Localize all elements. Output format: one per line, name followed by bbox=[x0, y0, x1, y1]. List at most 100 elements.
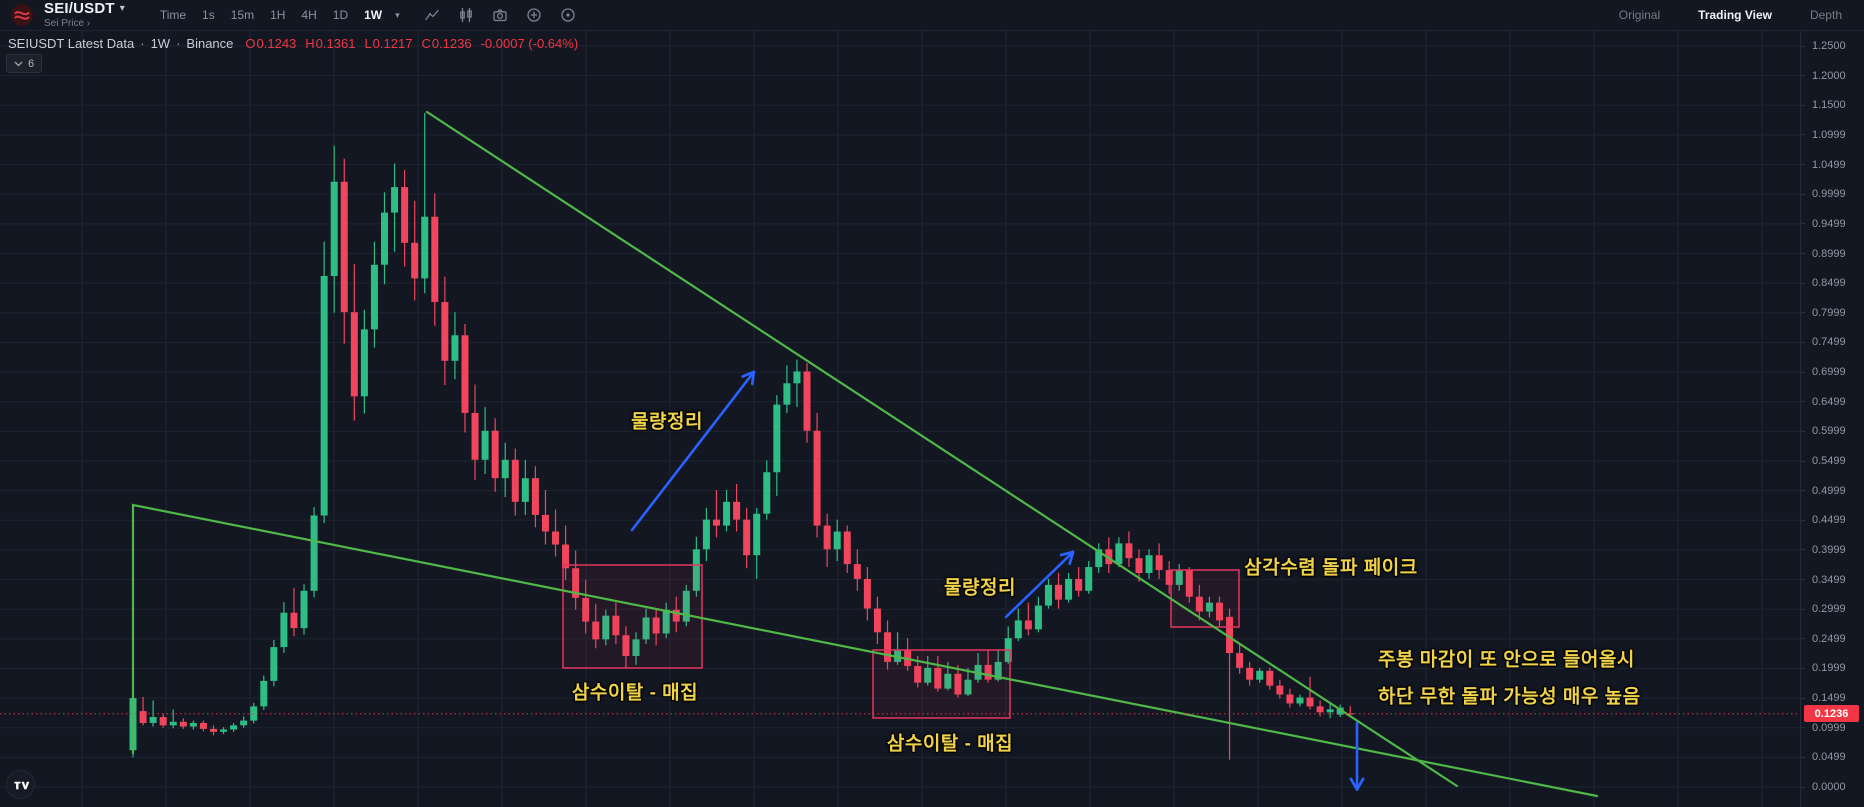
axis-tick bbox=[1801, 608, 1805, 610]
price-tick-label: 0.0000 bbox=[1812, 781, 1846, 793]
chart-text-annotation[interactable]: 물량정리 bbox=[944, 577, 1016, 599]
price-tick-label: 0.3499 bbox=[1812, 573, 1846, 586]
symbol-selector[interactable]: SEI/USDT ▾ bbox=[44, 1, 125, 16]
upper-trendline[interactable] bbox=[425, 110, 1459, 788]
top-toolbar: SEI/USDT ▾ Sei Price › Time 1s 15m 1H 4H 1D 1W… bbox=[0, 0, 1864, 31]
axis-tick bbox=[1801, 401, 1805, 403]
chart-text-annotation[interactable]: 삼수이탈 - 매집 bbox=[886, 733, 1014, 755]
axis-tick bbox=[1801, 282, 1805, 284]
chart-text-annotation[interactable]: 물량정리 bbox=[631, 411, 703, 433]
timeframe-group: Time 1s 15m 1H 4H 1D 1W bbox=[153, 5, 389, 25]
price-tick-label: 0.1499 bbox=[1812, 692, 1846, 705]
camera-icon[interactable] bbox=[488, 4, 512, 26]
lower-trendline[interactable] bbox=[131, 503, 1599, 798]
add-circle-icon[interactable] bbox=[522, 4, 546, 26]
legend-title: SEIUSDT Latest Data bbox=[8, 36, 135, 51]
price-tick-label: 0.2999 bbox=[1812, 603, 1846, 616]
price-tick-label: 0.6999 bbox=[1812, 366, 1846, 379]
axis-tick bbox=[1801, 697, 1805, 699]
price-axis[interactable]: 1.2500 1.2000 1.1500 1.0999 1.0499 0.9999 0.94… bbox=[1800, 0, 1864, 807]
axis-tick bbox=[1801, 579, 1805, 581]
axis-tick bbox=[1801, 786, 1805, 788]
price-tick-label: 0.7499 bbox=[1812, 336, 1846, 349]
low-value: 0.1217 bbox=[372, 36, 413, 51]
axis-tick bbox=[1801, 75, 1805, 77]
view-tab-trading-view[interactable]: Trading View bbox=[1692, 7, 1778, 23]
accumulation-box-1[interactable] bbox=[562, 564, 703, 669]
grid bbox=[0, 30, 1800, 807]
axis-tick bbox=[1801, 430, 1805, 432]
axis-tick bbox=[1801, 519, 1805, 521]
tf-button-15m[interactable]: 15m bbox=[224, 5, 261, 25]
axis-tick bbox=[1801, 549, 1805, 551]
tf-button-1W[interactable]: 1W bbox=[357, 5, 389, 25]
axis-tick bbox=[1801, 45, 1805, 47]
last-price-badge: 0.1236 bbox=[1804, 705, 1859, 723]
price-tick-label: 0.3999 bbox=[1812, 543, 1846, 556]
price-tick-label: 1.0499 bbox=[1812, 158, 1846, 171]
tf-button-1H[interactable]: 1H bbox=[263, 5, 292, 25]
view-tab-original[interactable]: Original bbox=[1613, 7, 1666, 23]
change-value: -0.0007 (-0.64%) bbox=[480, 36, 579, 51]
axis-tick bbox=[1801, 223, 1805, 225]
sei-logo-icon bbox=[11, 4, 33, 26]
axis-tick bbox=[1801, 638, 1805, 640]
objects-tree-button[interactable]: 6 bbox=[6, 54, 43, 73]
close-value: 0.1236 bbox=[431, 36, 472, 51]
symbol-subtitle-link[interactable]: Sei Price › bbox=[44, 18, 91, 29]
view-tab-depth[interactable]: Depth bbox=[1804, 7, 1848, 23]
candles-compare-icon[interactable] bbox=[454, 4, 478, 26]
chevron-down-icon: ▾ bbox=[119, 2, 125, 14]
axis-tick bbox=[1801, 312, 1805, 314]
price-tick-label: 0.9999 bbox=[1812, 188, 1846, 201]
price-tick-label: 1.0999 bbox=[1812, 128, 1846, 141]
chart-text-annotation[interactable]: 하단 무한 돌파 가능성 매우 높음 bbox=[1378, 686, 1641, 708]
fakeout-box[interactable] bbox=[1170, 569, 1240, 628]
price-tick-label: 1.2000 bbox=[1812, 69, 1846, 82]
price-tick-label: 1.1500 bbox=[1812, 99, 1846, 112]
tf-button-1D[interactable]: 1D bbox=[326, 5, 355, 25]
chart-tools-group bbox=[420, 4, 580, 26]
open-value: 0.1243 bbox=[256, 36, 297, 51]
axis-tick bbox=[1801, 756, 1805, 758]
price-tick-label: 0.7999 bbox=[1812, 306, 1846, 319]
indicator-icon[interactable] bbox=[420, 4, 444, 26]
price-tick-label: 0.4999 bbox=[1812, 484, 1846, 497]
chart-text-annotation[interactable]: 삼수이탈 - 매집 bbox=[571, 682, 699, 704]
chart-text-annotation[interactable]: 주봉 마감이 또 안으로 들어올시 bbox=[1378, 649, 1635, 671]
axis-tick bbox=[1801, 490, 1805, 492]
accumulation-arrow-1[interactable] bbox=[630, 370, 756, 532]
price-tick-label: 1.2500 bbox=[1812, 40, 1846, 52]
chart-text-annotation[interactable]: 삼각수렴 돌파 페이크 bbox=[1244, 557, 1418, 579]
price-tick-label: 0.1999 bbox=[1812, 662, 1846, 675]
candles bbox=[129, 112, 1354, 760]
tf-button-1s[interactable]: 1s bbox=[195, 5, 222, 25]
price-tick-label: 0.6499 bbox=[1812, 395, 1846, 408]
timeframe-dropdown-caret[interactable]: ▾ bbox=[395, 9, 400, 20]
axis-tick bbox=[1801, 193, 1805, 195]
chevron-down-icon bbox=[14, 61, 23, 66]
price-tick-label: 0.8999 bbox=[1812, 247, 1846, 260]
target-icon[interactable] bbox=[556, 4, 580, 26]
symbol-name: SEI/USDT bbox=[44, 0, 115, 17]
axis-tick bbox=[1801, 253, 1805, 255]
legend-exchange: Binance bbox=[186, 36, 234, 51]
price-tick-label: 0.4499 bbox=[1812, 514, 1846, 527]
accumulation-arrow-2[interactable] bbox=[1004, 550, 1075, 619]
view-tabs: Original Trading View Depth bbox=[1613, 7, 1864, 23]
price-tick-label: 0.5999 bbox=[1812, 425, 1846, 438]
candlestick-chart[interactable] bbox=[0, 0, 1800, 807]
accumulation-box-2[interactable] bbox=[872, 649, 1011, 719]
price-tick-label: 0.0999 bbox=[1812, 721, 1846, 734]
price-tick-label: 0.8499 bbox=[1812, 277, 1846, 290]
objects-count: 6 bbox=[28, 57, 35, 70]
tf-button-Time[interactable]: Time bbox=[153, 5, 193, 25]
ohlc-values: O 0.1243 H 0.1361 L 0.1217 C 0.1236 -0.0007 … bbox=[245, 36, 579, 51]
axis-tick bbox=[1801, 134, 1805, 136]
axis-tick bbox=[1801, 460, 1805, 462]
tf-button-4H[interactable]: 4H bbox=[294, 5, 323, 25]
axis-tick bbox=[1801, 104, 1805, 106]
legend-interval: 1W bbox=[150, 36, 171, 51]
tradingview-logo-icon[interactable] bbox=[7, 771, 34, 798]
symbol-block: SEI/USDT ▾ Sei Price › bbox=[0, 1, 125, 29]
